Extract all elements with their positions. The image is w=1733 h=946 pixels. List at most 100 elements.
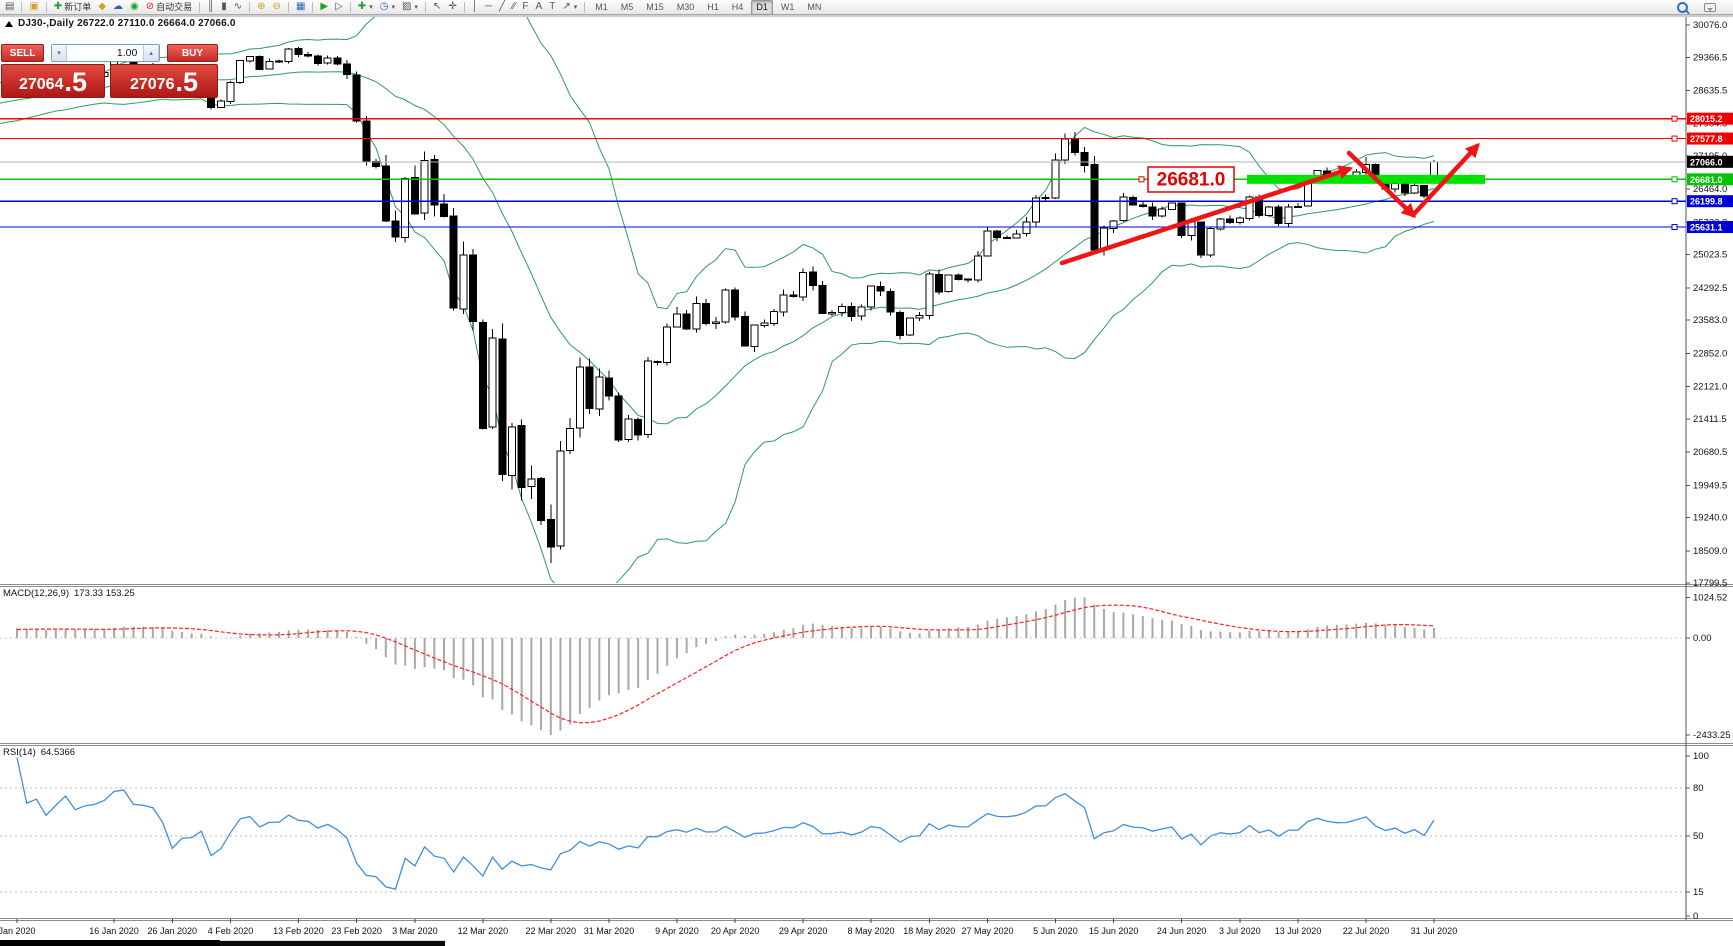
bar-chart-icon[interactable]: ║ xyxy=(207,1,215,12)
zoom-in-icon[interactable]: ⊕ xyxy=(257,1,266,12)
label-tool[interactable]: T xyxy=(549,1,556,12)
chart-shift-icon[interactable]: ▷ xyxy=(335,1,343,12)
indicators-icon: ✚ xyxy=(357,1,367,12)
one-click-panel-toggle-icon[interactable] xyxy=(5,20,13,27)
svg-text:17799.5: 17799.5 xyxy=(1693,578,1727,589)
tab-m5[interactable]: M5 xyxy=(620,1,634,12)
svg-text:27066.0: 27066.0 xyxy=(1690,157,1723,167)
text-tool[interactable]: A xyxy=(535,1,543,12)
cloud-icon[interactable]: ☁ xyxy=(113,1,124,12)
svg-text:22852.0: 22852.0 xyxy=(1693,348,1727,359)
svg-text:15: 15 xyxy=(1693,887,1704,898)
svg-text:27 May 2020: 27 May 2020 xyxy=(961,926,1013,936)
svg-text:23 Feb 2020: 23 Feb 2020 xyxy=(331,926,382,936)
chevron-down-icon: ▾ xyxy=(573,3,578,11)
toolbar-separator xyxy=(312,1,314,13)
volume-input[interactable]: 1.00 xyxy=(66,45,144,61)
svg-text:29 Apr 2020: 29 Apr 2020 xyxy=(779,926,828,936)
toolbar-separator xyxy=(45,1,47,13)
new-order-button[interactable]: ✚ 新订单 xyxy=(52,1,93,14)
symbol-title: DJ30-,Daily 26722.0 27110.0 26664.0 2706… xyxy=(5,18,236,29)
fibonacci-tool[interactable]: F xyxy=(522,1,529,12)
svg-text:13 Feb 2020: 13 Feb 2020 xyxy=(273,926,324,936)
svg-text:26199.8: 26199.8 xyxy=(1690,197,1723,207)
cursor-tool[interactable]: ↖ xyxy=(432,1,442,12)
tab-mn[interactable]: MN xyxy=(807,1,822,12)
trendline-tool[interactable]: ╱ xyxy=(499,1,506,12)
signal-icon[interactable]: ◉ xyxy=(130,1,139,12)
svg-text:31 Jul 2020: 31 Jul 2020 xyxy=(1411,926,1458,936)
svg-text:15 Jun 2020: 15 Jun 2020 xyxy=(1089,926,1139,936)
svg-text:0: 0 xyxy=(1693,911,1698,922)
chat-icon[interactable] xyxy=(1704,2,1716,12)
tab-m30[interactable]: M30 xyxy=(676,1,695,12)
search-icon[interactable] xyxy=(1677,1,1688,13)
auto-scroll-icon[interactable]: ▶ xyxy=(320,1,329,12)
buy-price-button[interactable]: 27076 .5 xyxy=(110,64,218,98)
svg-text:100: 100 xyxy=(1693,751,1709,762)
tab-w1[interactable]: W1 xyxy=(780,1,795,12)
autotrading-button[interactable]: ⊘ 自动交易 xyxy=(144,1,194,14)
profile-search-icon[interactable]: ▣ xyxy=(29,1,39,12)
svg-text:8 May 2020: 8 May 2020 xyxy=(848,926,895,936)
templates-button[interactable]: ▨ ▾ xyxy=(400,1,420,14)
new-order-icon: ✚ xyxy=(53,1,63,12)
svg-text:25631.1: 25631.1 xyxy=(1690,223,1723,233)
taskbar-button[interactable] xyxy=(220,940,445,946)
toolbar-separator xyxy=(584,1,586,13)
svg-text:31 Mar 2020: 31 Mar 2020 xyxy=(584,926,635,936)
chart-window-icon[interactable]: ▤ xyxy=(5,1,15,12)
candlestick-chart-icon[interactable]: ▮ xyxy=(221,1,227,12)
svg-text:5 Jun 2020: 5 Jun 2020 xyxy=(1033,926,1078,936)
tab-m1[interactable]: M1 xyxy=(595,1,608,12)
buy-price-frac: .5 xyxy=(175,67,199,97)
shapes-button[interactable]: ↗ ▾ xyxy=(560,1,579,14)
svg-text:24292.5: 24292.5 xyxy=(1693,283,1727,294)
svg-text:21411.5: 21411.5 xyxy=(1693,414,1727,425)
main-toolbar: ▤ ▣ ✚ 新订单 ◆ ☁ ◉ ⊘ 自动交易 ║ ▮ ∿ ⊕ ⊖ ▦ ▶ ▷ ✚… xyxy=(0,0,1733,15)
vertical-line-tool[interactable]: │ xyxy=(471,1,478,12)
channel-tool[interactable]: ∕∕ xyxy=(512,1,516,12)
volume-up-icon[interactable]: ▴ xyxy=(143,45,160,61)
rsi-name: RSI(14) xyxy=(3,747,36,758)
buy-button[interactable]: BUY xyxy=(167,44,218,62)
svg-text:26464.0: 26464.0 xyxy=(1693,184,1727,195)
tab-h4[interactable]: H4 xyxy=(731,1,744,12)
crosshair-tool[interactable]: ✛ xyxy=(448,1,457,12)
svg-text:19240.0: 19240.0 xyxy=(1693,513,1727,524)
tile-windows-icon[interactable]: ▦ xyxy=(295,1,306,12)
indicators-button[interactable]: ✚ ▾ xyxy=(356,1,375,14)
svg-text:26681.0: 26681.0 xyxy=(1690,175,1723,185)
arrows-icon: ↗ xyxy=(562,1,571,12)
tab-h1[interactable]: H1 xyxy=(707,1,719,12)
sell-button[interactable]: SELL xyxy=(1,44,45,62)
periods-button[interactable]: ◷ ▾ xyxy=(378,1,397,14)
symbol-ohlc-text: DJ30-,Daily 26722.0 27110.0 26664.0 2706… xyxy=(18,18,236,29)
toolbar-separator xyxy=(463,1,465,13)
line-chart-icon[interactable]: ∿ xyxy=(233,1,243,12)
autotrading-label: 自动交易 xyxy=(156,1,193,12)
svg-text:9 Apr 2020: 9 Apr 2020 xyxy=(655,926,699,936)
macd-label: MACD(12,26,9) 173.33 153.25 xyxy=(3,588,135,599)
svg-text:22 Mar 2020: 22 Mar 2020 xyxy=(526,926,577,936)
tab-m15[interactable]: M15 xyxy=(646,1,664,12)
volume-down-icon[interactable]: ▾ xyxy=(52,45,67,61)
svg-text:24 Jun 2020: 24 Jun 2020 xyxy=(1157,926,1207,936)
toolbar-separator xyxy=(199,1,201,13)
svg-text:27577.8: 27577.8 xyxy=(1690,134,1723,144)
horizontal-line-tool[interactable]: ─ xyxy=(484,1,493,12)
sell-price-button[interactable]: 27064 .5 xyxy=(1,64,105,98)
toolbar-separator xyxy=(287,1,289,13)
trade-panel-top-row: SELL ▾ 1.00 ▴ BUY xyxy=(1,44,218,62)
svg-text:50: 50 xyxy=(1693,831,1704,842)
svg-text:3 Mar 2020: 3 Mar 2020 xyxy=(392,926,438,936)
cleanup-icon[interactable]: ◆ xyxy=(98,1,107,12)
zoom-out-icon[interactable]: ⊖ xyxy=(272,1,281,12)
svg-text:16 Jan 2020: 16 Jan 2020 xyxy=(89,926,139,936)
tab-d1[interactable]: D1 xyxy=(751,0,773,15)
toolbar-right-group xyxy=(1677,1,1730,13)
macd-values: 173.33 153.25 xyxy=(74,588,135,599)
svg-text:80: 80 xyxy=(1693,783,1704,794)
svg-text:23583.0: 23583.0 xyxy=(1693,315,1727,326)
